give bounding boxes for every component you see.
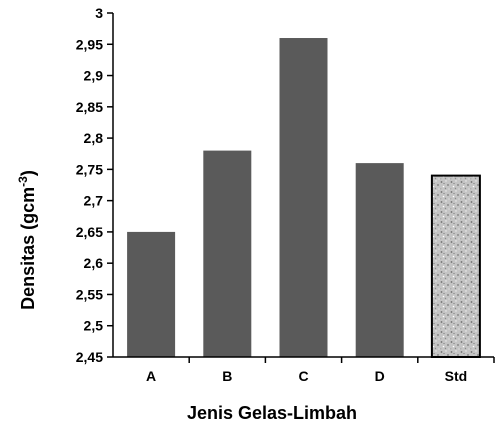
x-tick-label: B: [222, 368, 232, 384]
x-tick-label: C: [298, 368, 308, 384]
y-tick-label: 2,5: [84, 318, 104, 334]
x-tick-label: Std: [445, 368, 468, 384]
bar-std: [430, 174, 481, 358]
bars-group: [127, 38, 481, 358]
y-axis-title-close: ): [18, 170, 38, 176]
y-axis-ticks: 2,45 2,5 2,55 2,6 2,65 2,7 2,75 2,8 2,85 2,9 2,95 3: [76, 5, 113, 365]
bar-a: [127, 231, 176, 357]
y-tick-label: 2,95: [76, 36, 103, 52]
y-tick-label: 2,65: [76, 224, 103, 240]
y-tick-label: 2,45: [76, 349, 103, 365]
y-tick-label: 2,8: [84, 130, 104, 146]
bar-b: [203, 150, 252, 357]
bar-c: [279, 38, 328, 357]
y-axis-title-text: Densitas (gcm: [18, 187, 38, 310]
y-tick-label: 2,7: [84, 193, 104, 209]
x-axis-ticks: A B C D Std: [146, 357, 495, 384]
y-tick-label: 2,55: [76, 286, 103, 302]
y-tick-label: 3: [95, 5, 103, 21]
y-axis-title-superscript: -3: [16, 176, 30, 187]
y-tick-label: 2,75: [76, 161, 103, 177]
x-axis-title: Jenis Gelas-Limbah: [187, 403, 357, 423]
y-tick-label: 2,85: [76, 99, 103, 115]
bar-d: [355, 163, 404, 357]
y-tick-label: 2,9: [84, 68, 104, 84]
x-tick-label: A: [146, 368, 156, 384]
x-tick-label: D: [375, 368, 385, 384]
y-axis-title: Densitas (gcm-3): [16, 170, 38, 310]
y-tick-label: 2,6: [84, 255, 104, 271]
